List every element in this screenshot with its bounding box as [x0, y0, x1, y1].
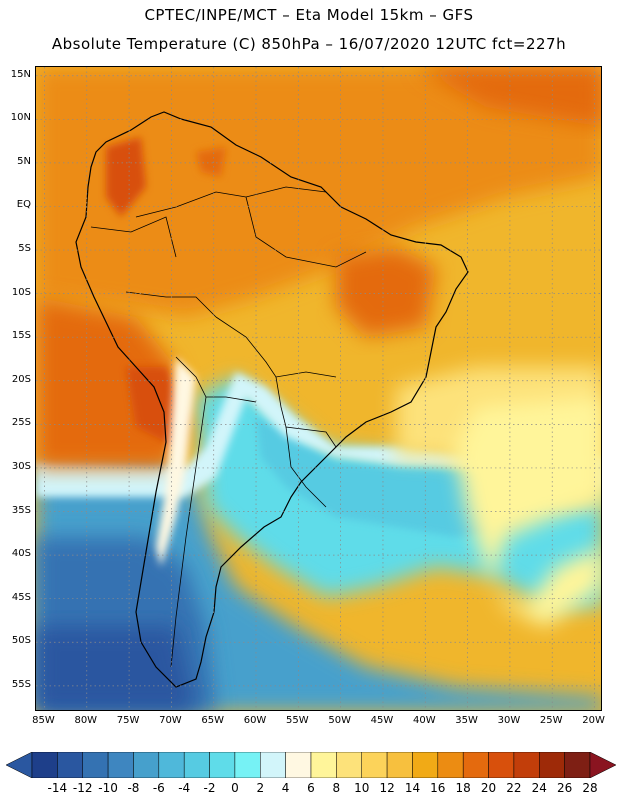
colorbar-label: 8 — [332, 781, 341, 795]
colorbar-label: -14 — [47, 781, 68, 795]
longitude-label: 55W — [286, 715, 309, 726]
longitude-label: 50W — [328, 715, 351, 726]
latitude-label: 50S — [11, 635, 31, 647]
latitude-label: 45S — [11, 591, 31, 603]
longitude-label: 35W — [455, 715, 478, 726]
colorbar-label: 14 — [404, 781, 421, 795]
country-borders — [90, 186, 367, 668]
colorbar-swatch — [361, 752, 388, 778]
colorbar-label: -10 — [98, 781, 118, 795]
map-subtitle: Absolute Temperature (C) 850hPa – 16/07/… — [51, 35, 567, 53]
colorbar-swatch — [260, 752, 286, 778]
temperature-map — [35, 66, 602, 711]
colorbar-label: 20 — [480, 781, 497, 795]
longitude-label: 60W — [243, 715, 267, 726]
colorbar-label: 18 — [455, 781, 471, 795]
colorbar-swatch — [285, 752, 312, 778]
temperature-map-svg — [36, 67, 601, 710]
colorbar-swatch — [386, 752, 413, 778]
colorbar-swatch — [133, 752, 160, 778]
colorbar-over-arrow — [589, 752, 616, 778]
colorbar-label: -12 — [72, 781, 93, 795]
color-legend — [6, 752, 616, 778]
colorbar-swatch — [513, 752, 540, 778]
colorbar-label: -4 — [178, 781, 191, 795]
colorbar-label: 0 — [231, 781, 239, 795]
longitude-label: 25W — [539, 715, 563, 726]
colorbar-label: -8 — [127, 781, 140, 795]
colorbar-label: 28 — [582, 781, 598, 795]
colorbar-swatch — [234, 752, 261, 778]
colorbar-label: 22 — [506, 781, 522, 795]
longitude-label: 75W — [116, 715, 140, 726]
colorbar-label: 4 — [281, 781, 290, 795]
latitude-label: 30S — [11, 460, 31, 472]
colorbar-swatch — [158, 752, 185, 778]
colorbar-label: 10 — [354, 781, 370, 795]
colorbar-label: -6 — [152, 781, 165, 795]
colorbar-swatch — [57, 752, 83, 778]
longitude-label: 85W — [32, 715, 55, 726]
latitude-label: 15S — [11, 330, 31, 342]
colorbar-swatch — [183, 752, 210, 778]
colorbar-label: 6 — [307, 781, 315, 795]
temperature-field — [36, 67, 601, 710]
latitude-label: 10N — [10, 112, 31, 124]
latitude-label: 10S — [11, 286, 31, 298]
latitude-label: 5S — [18, 243, 31, 255]
longitude-label: 80W — [74, 715, 98, 726]
map-title: CPTEC/INPE/MCT – Eta Model 15km – GFS — [144, 6, 474, 24]
colorbar-swatch — [412, 752, 439, 778]
colorbar-swatch — [310, 752, 337, 778]
latitude-label: EQ — [16, 199, 31, 211]
colorbar-swatch — [209, 752, 236, 778]
latitude-label: 5N — [17, 155, 31, 167]
longitude-label: 65W — [201, 715, 225, 726]
map-graticule — [36, 67, 601, 710]
colorbar-swatch — [336, 752, 362, 778]
colorbar-label: -2 — [203, 781, 216, 795]
latitude-label: 25S — [11, 417, 31, 429]
longitude-label: 70W — [159, 715, 182, 726]
latitude-label: 15N — [10, 68, 31, 80]
colorbar-swatch — [31, 752, 58, 778]
colorbar-swatch — [107, 752, 134, 778]
colorbar-label: 26 — [556, 781, 573, 795]
longitude-label: 20W — [582, 715, 605, 726]
colorbar-under-arrow — [6, 752, 33, 778]
colorbar-swatch — [488, 752, 515, 778]
colorbar-label: 12 — [379, 781, 395, 795]
colorbar-label: 24 — [531, 781, 547, 795]
colorbar-swatch — [539, 752, 565, 778]
longitude-label: 45W — [370, 715, 394, 726]
colorbar-swatch — [437, 752, 464, 778]
latitude-label: 20S — [11, 373, 31, 385]
colorbar-swatch — [564, 752, 591, 778]
colorbar-swatch — [462, 752, 489, 778]
colorbar-label: 2 — [256, 781, 265, 795]
colorbar-label: 16 — [430, 781, 446, 795]
longitude-label: 40W — [412, 715, 436, 726]
latitude-label: 40S — [11, 548, 31, 560]
latitude-label: 35S — [11, 504, 31, 516]
longitude-label: 30W — [497, 715, 521, 726]
colorbar-swatch — [82, 752, 109, 778]
latitude-label: 55S — [11, 678, 31, 690]
coastline — [75, 111, 469, 688]
